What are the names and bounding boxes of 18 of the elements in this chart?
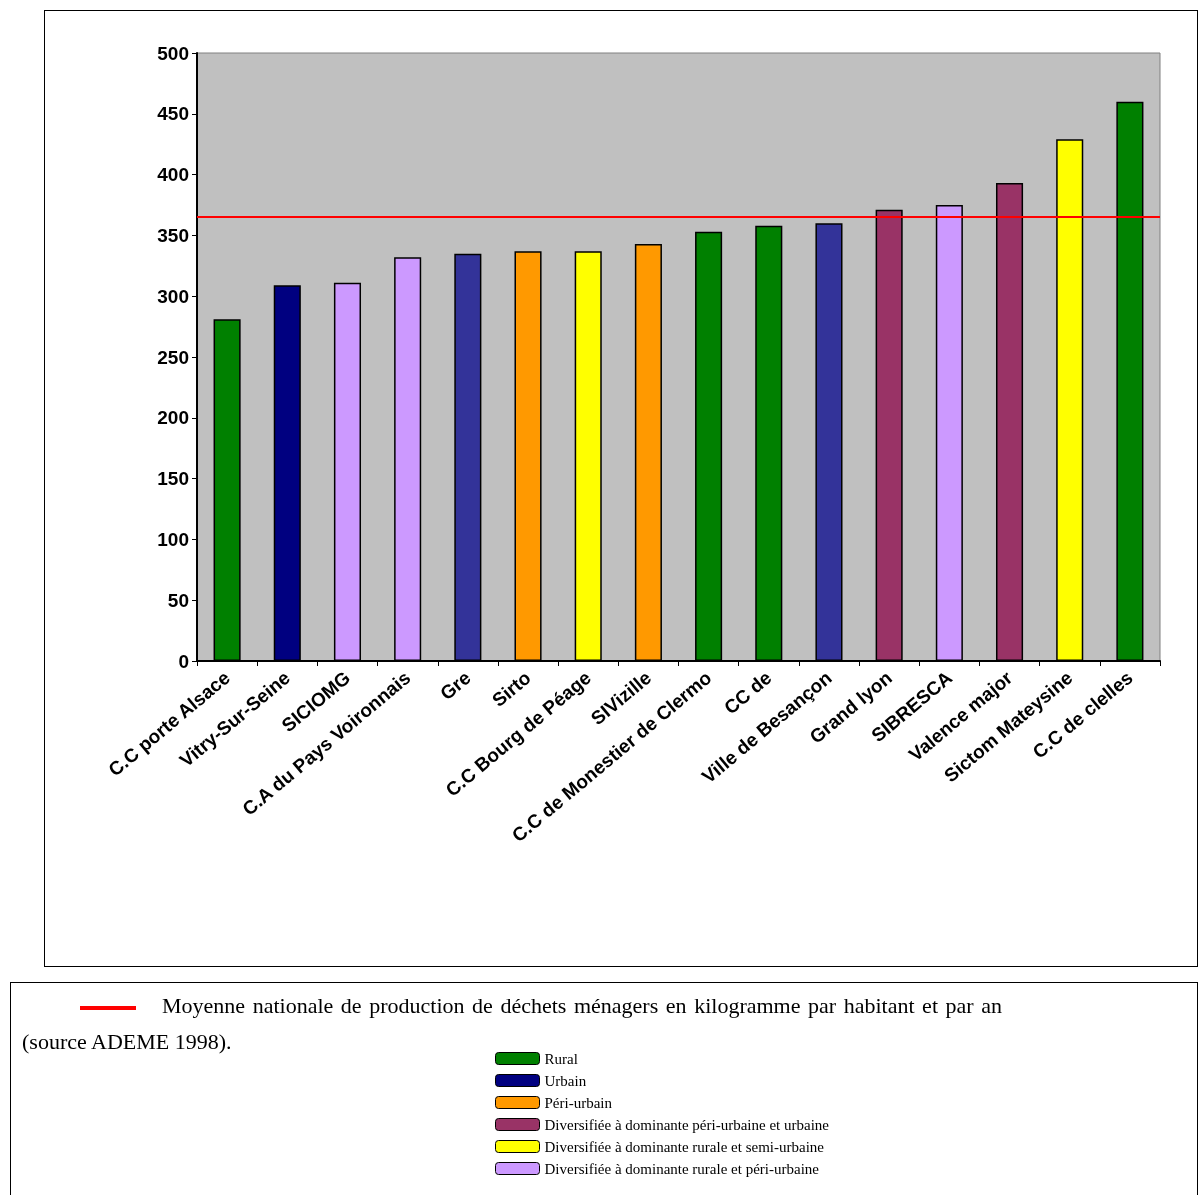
y-tick-label: 350 (157, 224, 189, 246)
y-tick-label: 450 (157, 103, 189, 125)
legend-label: Diversifiée à dominante rurale et semi-urbaine (544, 1138, 825, 1155)
x-tick-label: Gre (436, 666, 475, 705)
y-tick-label: 200 (157, 407, 189, 429)
legend-label: Diversifiée à dominante péri-urbaine et urbaine (544, 1116, 830, 1133)
legend-label: Diversifiée à dominante rurale et péri-urbaine (544, 1160, 820, 1177)
y-tick-label: 500 (157, 42, 189, 64)
legend-label: Péri-urbain (544, 1094, 613, 1111)
x-tick-label: Sirto (488, 666, 535, 711)
y-tick-label: 100 (157, 528, 189, 550)
y-tick-label: 150 (157, 468, 189, 490)
y-tick-label: 250 (157, 346, 189, 368)
y-tick-label: 300 (157, 285, 189, 307)
legend-label: Urbain (544, 1072, 587, 1089)
y-tick-label: 400 (157, 164, 189, 186)
y-tick-label: 0 (178, 650, 189, 672)
y-tick-label: 50 (167, 589, 189, 611)
